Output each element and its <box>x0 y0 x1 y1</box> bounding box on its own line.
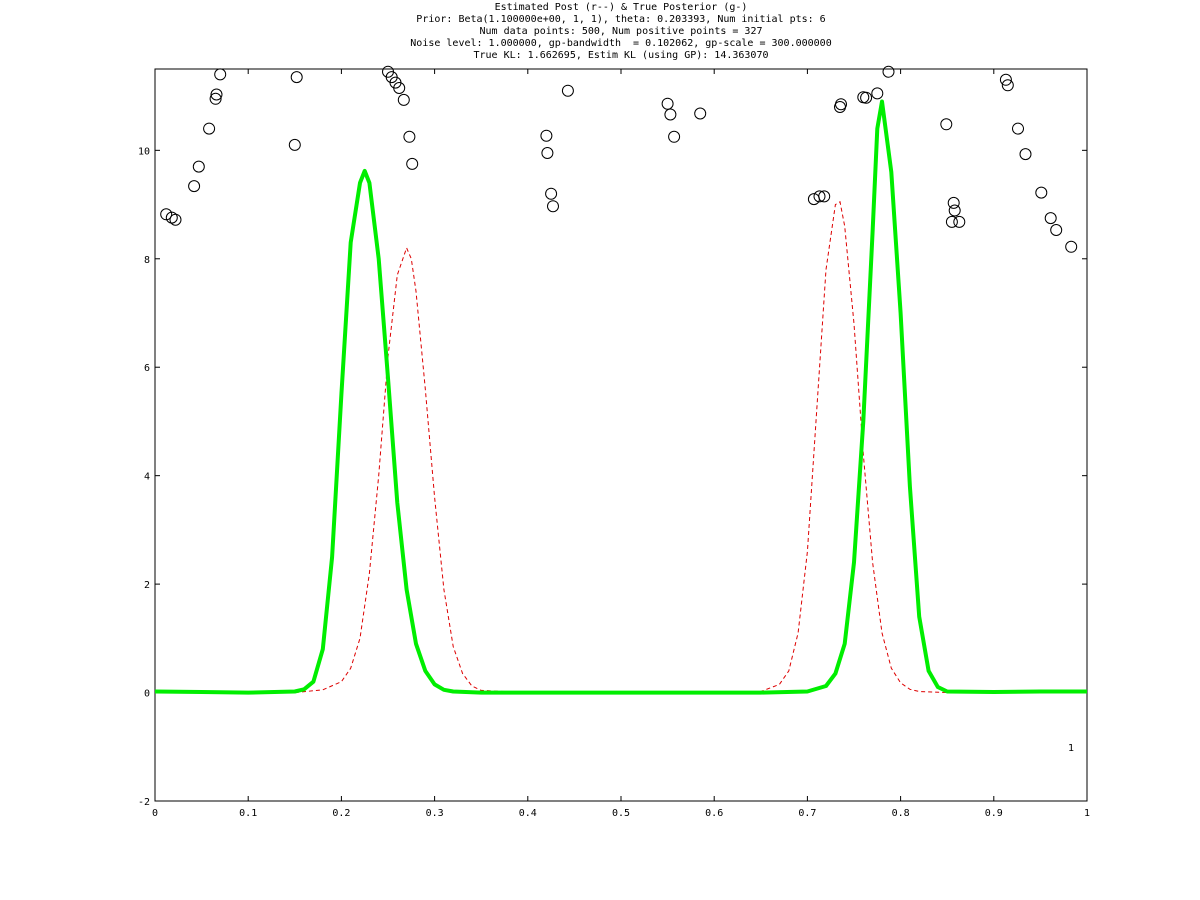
data-point-marker <box>541 147 554 159</box>
data-point-marker <box>214 68 227 81</box>
data-point-marker <box>947 196 960 209</box>
data-point-marker <box>1019 148 1032 161</box>
data-point-marker <box>203 122 216 135</box>
data-point-marker <box>668 130 681 143</box>
x-tick-label: 0.8 <box>892 808 910 819</box>
data-point-marker <box>406 157 419 170</box>
data-point-marker <box>188 180 201 193</box>
y-tick-label: 8 <box>144 255 150 266</box>
data-point-marker <box>1050 224 1063 236</box>
data-point-marker <box>694 107 707 120</box>
data-point-marker <box>290 71 303 84</box>
estimated-posterior-line <box>155 200 1087 694</box>
y-tick-label: 6 <box>144 363 150 374</box>
y-tick-label: 0 <box>144 689 150 700</box>
data-point-marker <box>945 215 958 228</box>
data-point-marker <box>948 204 961 217</box>
data-point-marker <box>813 190 826 203</box>
data-point-marker <box>393 82 406 94</box>
data-point-marker <box>397 93 410 106</box>
data-point-marker <box>860 91 873 104</box>
chart-title-line-1: Estimated Post (r--) & True Posterior (g… <box>494 2 748 13</box>
marker-layer <box>160 65 1078 253</box>
data-point-marker <box>999 73 1012 86</box>
data-point-marker <box>1012 122 1024 135</box>
data-point-marker <box>661 97 674 110</box>
chart-title-line-2: Prior: Beta(1.100000e+00, 1, 1), theta: … <box>416 14 826 25</box>
y-tick-label: 2 <box>144 580 150 591</box>
data-point-marker <box>953 215 966 228</box>
data-point-marker <box>169 213 182 226</box>
data-point-marker <box>209 92 222 105</box>
data-point-marker <box>871 87 884 100</box>
estimated-posterior-layer <box>155 200 1087 694</box>
true-posterior-layer <box>154 99 1087 695</box>
data-point-marker <box>288 138 301 151</box>
data-point-marker <box>160 208 173 221</box>
chart-title-line-3: Num data points: 500, Num positive point… <box>479 26 763 37</box>
x-tick-label: 0.2 <box>332 808 350 819</box>
x-tick-label: 0.7 <box>798 808 816 819</box>
annotation-label: 1 <box>1068 743 1074 754</box>
y-tick-label: 4 <box>144 472 150 483</box>
data-point-marker <box>940 118 953 131</box>
y-tick-label: 10 <box>138 146 150 157</box>
data-point-marker <box>545 187 558 200</box>
x-tick-label: 0.6 <box>705 808 723 819</box>
data-point-marker <box>561 84 574 97</box>
data-point-marker <box>403 130 416 143</box>
data-point-marker <box>192 160 205 173</box>
data-point-marker <box>1001 79 1014 92</box>
true-posterior-line <box>154 99 1087 695</box>
chart-title-line-4: Noise level: 1.000000, gp-bandwidth = 0.… <box>410 38 832 49</box>
data-point-marker <box>547 200 559 213</box>
x-tick-label: 0.1 <box>239 808 257 819</box>
data-point-marker <box>818 190 831 203</box>
x-tick-label: 1 <box>1084 808 1090 819</box>
data-point-marker <box>210 88 223 101</box>
x-tick-label: 0.9 <box>985 808 1003 819</box>
data-point-marker <box>1065 240 1078 253</box>
x-tick-label: 0.5 <box>612 808 630 819</box>
chart-title-line-5: True KL: 1.662695, Estim KL (using GP): … <box>473 50 769 61</box>
data-point-marker <box>664 108 677 121</box>
x-tick-label: 0.3 <box>426 808 444 819</box>
x-tick-label: 0 <box>152 808 158 819</box>
data-point-marker <box>882 65 895 78</box>
data-point-marker <box>1044 212 1057 225</box>
x-tick-label: 0.4 <box>519 808 537 819</box>
data-point-marker <box>835 98 847 111</box>
y-tick-label: -2 <box>138 797 150 808</box>
data-point-marker <box>1035 186 1048 199</box>
data-point-marker <box>540 129 553 142</box>
chart-title-block: Estimated Post (r--) & True Posterior (g… <box>155 2 1087 62</box>
